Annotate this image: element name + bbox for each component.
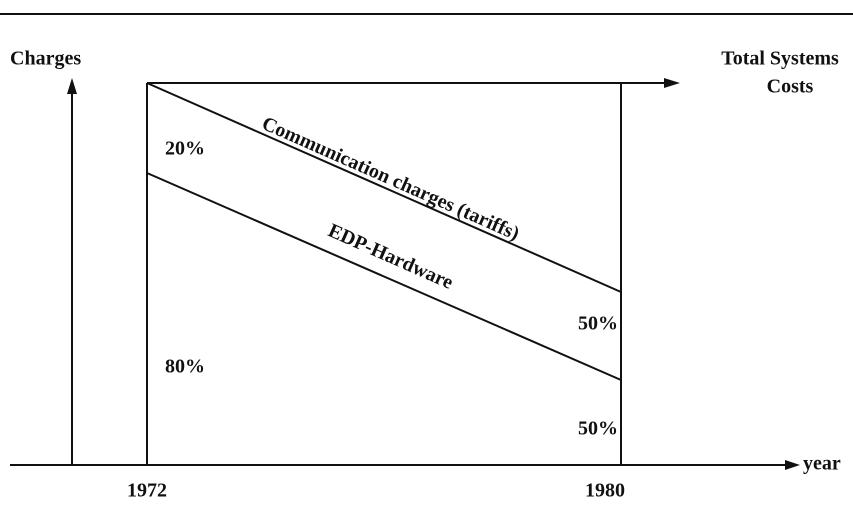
band-label: Communication charges (tariffs) bbox=[259, 112, 523, 245]
share: 20% bbox=[165, 138, 205, 160]
arrowhead bbox=[664, 78, 680, 88]
band-boundary bbox=[146, 82, 622, 293]
share: 50% bbox=[578, 313, 618, 335]
right-label: Costs bbox=[767, 76, 814, 98]
end-year: 1980 bbox=[585, 480, 625, 502]
band-boundary bbox=[146, 172, 622, 381]
x-label: year bbox=[803, 453, 841, 475]
start-year: 1972 bbox=[127, 480, 167, 502]
share: 80% bbox=[165, 356, 205, 378]
band-label: EDP-Hardware bbox=[325, 220, 457, 294]
y-label: Charges bbox=[10, 48, 81, 70]
arrowhead bbox=[67, 78, 77, 94]
right-label: Total Systems bbox=[721, 48, 839, 70]
share: 50% bbox=[578, 418, 618, 440]
arrowhead bbox=[785, 460, 800, 470]
